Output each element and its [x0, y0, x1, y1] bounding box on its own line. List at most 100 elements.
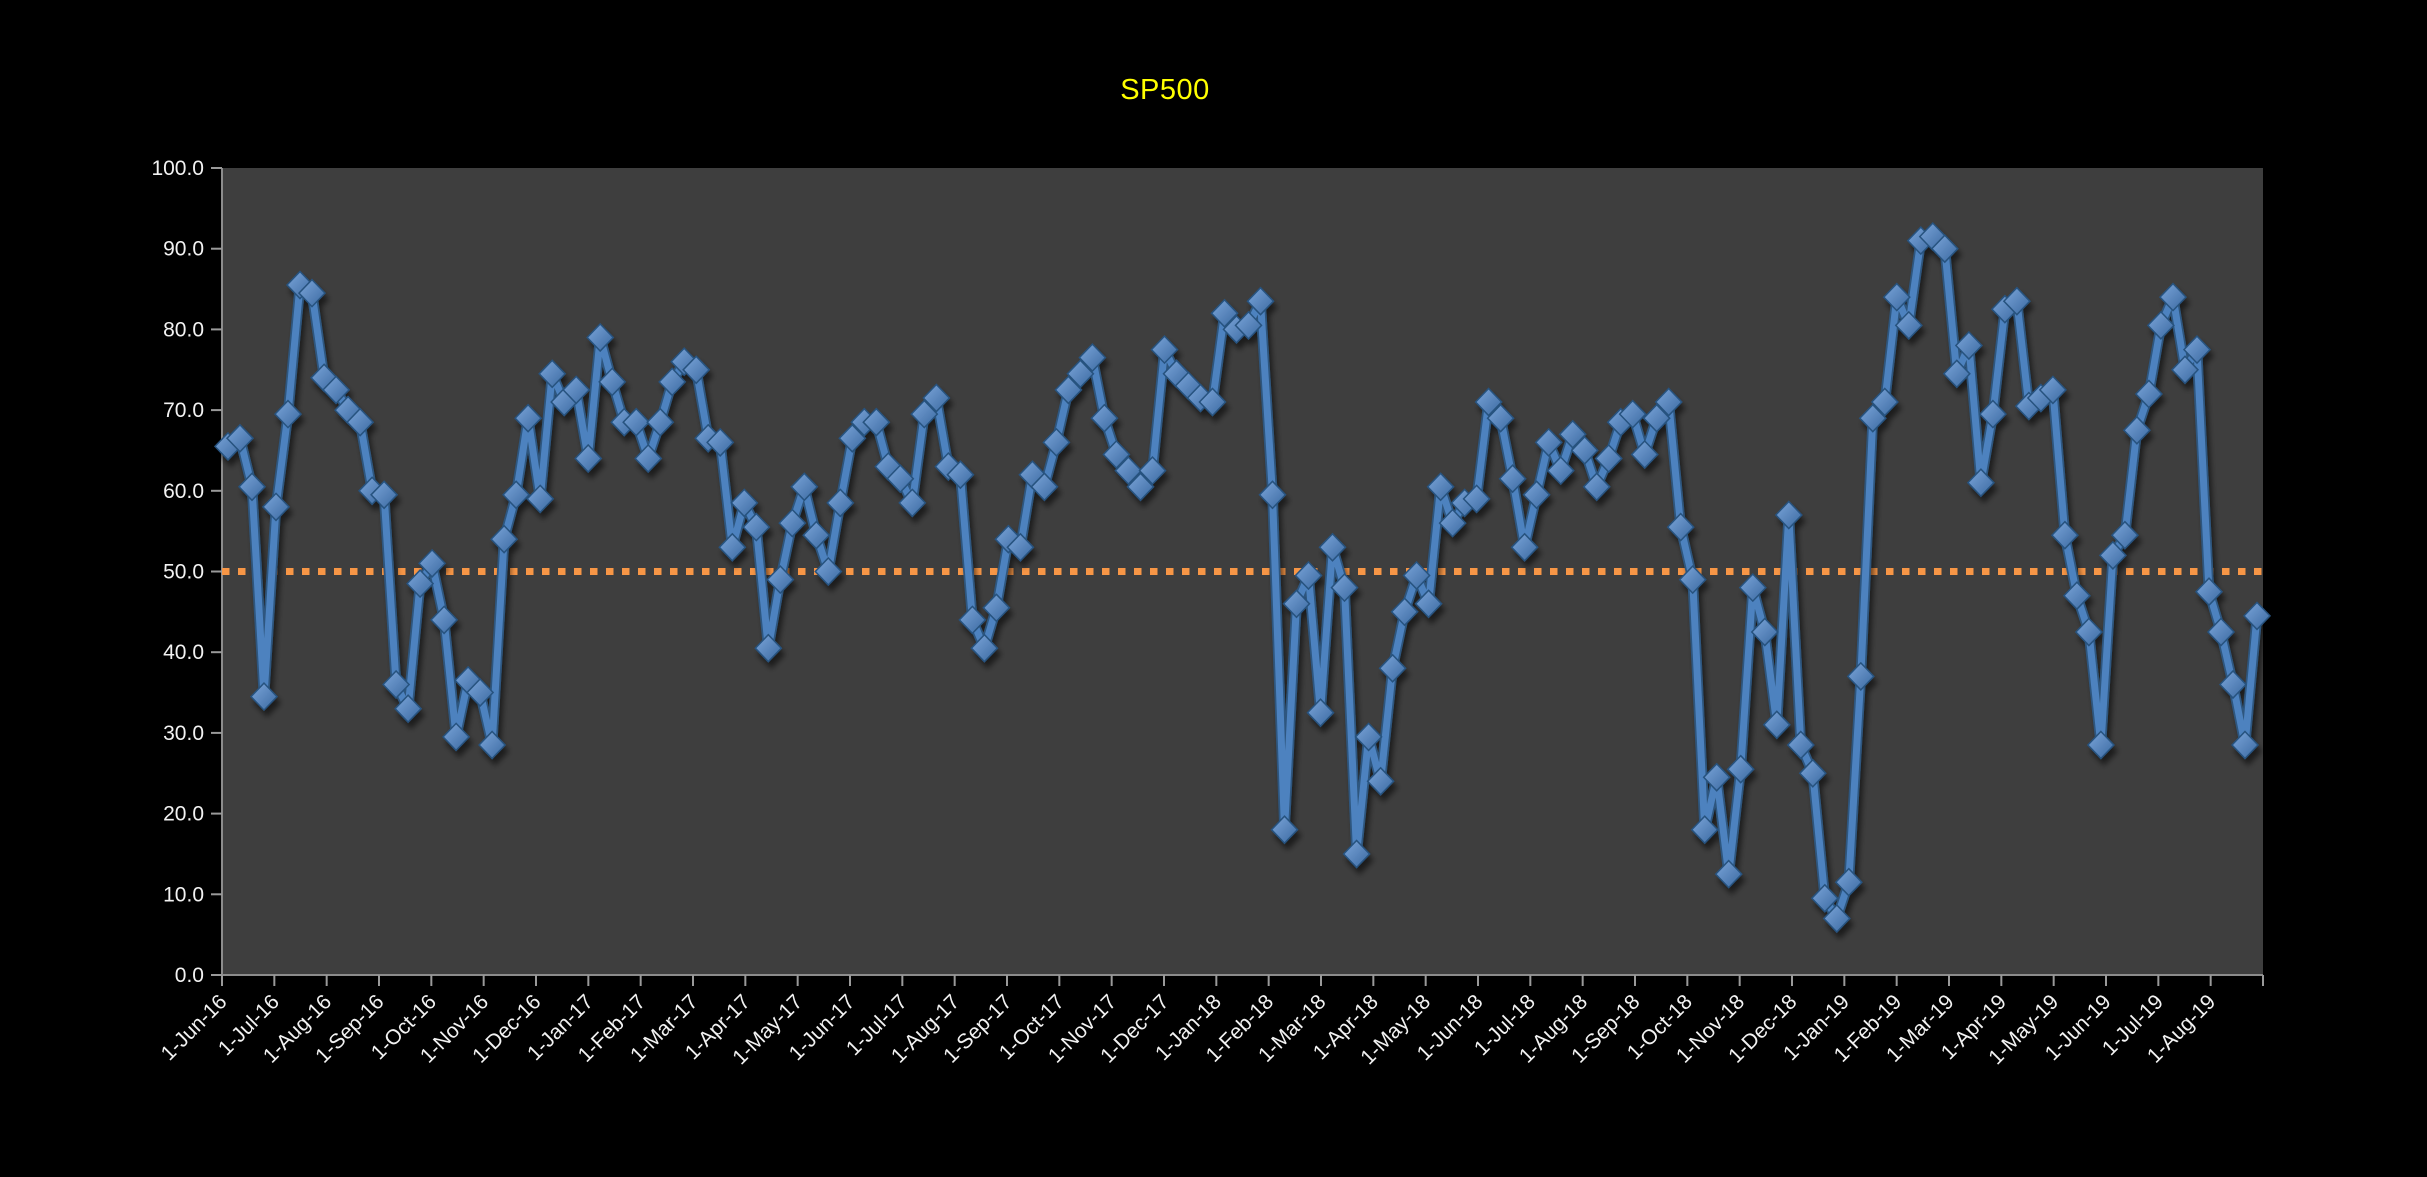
data-point-marker — [826, 488, 855, 518]
data-point-marker — [1762, 710, 1791, 740]
data-point-marker — [1330, 573, 1359, 603]
data-point-marker — [2230, 730, 2260, 760]
data-point-marker — [622, 407, 651, 437]
series-sp500 — [213, 222, 2272, 934]
data-point-marker — [2086, 730, 2115, 760]
data-point-marker — [1342, 839, 1371, 869]
data-point-marker — [2002, 286, 2031, 316]
data-point-marker — [1774, 500, 1803, 530]
data-point-marker — [814, 556, 843, 587]
data-point-marker — [1858, 403, 1887, 433]
data-point-marker — [502, 480, 531, 510]
data-point-marker — [1426, 472, 1455, 502]
data-point-marker — [478, 730, 507, 760]
data-point-marker — [2206, 617, 2236, 647]
data-point-marker — [970, 633, 999, 663]
data-point-marker — [706, 427, 735, 457]
y-axis-label: 40.0 — [163, 641, 204, 664]
data-point-marker — [1294, 560, 1323, 591]
y-axis-label: 80.0 — [163, 318, 204, 341]
data-point-marker — [1126, 472, 1155, 502]
data-point-marker — [430, 605, 459, 635]
data-point-marker — [1570, 435, 1599, 465]
data-point-marker — [1234, 310, 1263, 340]
data-point-marker — [1102, 439, 1131, 470]
data-point-marker — [442, 722, 471, 752]
data-point-marker — [1486, 403, 1515, 433]
y-axis-label: 90.0 — [163, 238, 204, 261]
data-point-marker — [1630, 439, 1659, 470]
data-point-marker — [273, 399, 303, 429]
data-point-marker — [1390, 597, 1419, 627]
data-point-marker — [1378, 653, 1407, 683]
data-point-marker — [418, 548, 447, 578]
data-point-marker — [1498, 464, 1527, 494]
data-point-marker — [526, 484, 555, 514]
data-point-marker — [958, 605, 987, 635]
data-point-marker — [2242, 601, 2272, 631]
data-point-marker — [2194, 577, 2224, 607]
y-axis-label: 60.0 — [163, 480, 204, 503]
data-point-marker — [766, 565, 795, 595]
data-point-marker — [802, 520, 831, 550]
data-point-marker — [1138, 456, 1167, 486]
data-point-marker — [1978, 399, 2007, 429]
data-point-marker — [1150, 335, 1179, 365]
data-point-marker — [1642, 403, 1671, 433]
data-point-marker — [598, 367, 627, 397]
data-point-marker — [382, 669, 411, 700]
data-point-marker — [2122, 415, 2151, 445]
data-point-marker — [1930, 234, 1959, 264]
data-point-marker — [634, 443, 663, 474]
data-point-marker — [225, 423, 255, 453]
data-point-marker — [838, 423, 867, 453]
data-point-marker — [982, 593, 1011, 623]
data-point-marker — [562, 375, 591, 405]
data-point-marker — [249, 682, 279, 712]
data-point-marker — [394, 694, 423, 724]
data-point-marker — [322, 375, 351, 405]
data-point-marker — [1414, 589, 1443, 619]
data-point-marker — [862, 407, 891, 437]
data-point-marker — [1594, 443, 1623, 474]
data-point-marker — [1078, 343, 1107, 373]
data-point-marker — [1582, 472, 1611, 502]
data-point-marker — [886, 464, 915, 494]
data-point-marker — [2074, 617, 2103, 647]
data-point-marker — [1030, 472, 1059, 502]
data-point-marker — [1618, 399, 1647, 429]
data-point-marker — [1306, 698, 1335, 728]
data-point-marker — [1090, 403, 1119, 433]
chart-title: SP500 — [1120, 74, 1210, 106]
data-point-marker — [1954, 330, 1983, 361]
data-point-marker — [1678, 565, 1707, 595]
data-point-marker — [1726, 754, 1755, 784]
data-point-marker — [1522, 480, 1551, 510]
data-point-marker — [658, 367, 687, 397]
data-point-marker — [1942, 359, 1971, 389]
data-point-marker — [1702, 762, 1731, 792]
data-point-marker — [1510, 532, 1539, 562]
data-point-marker — [1738, 573, 1767, 603]
data-point-marker — [1054, 375, 1083, 405]
data-point-marker — [790, 472, 819, 502]
data-point-marker — [1894, 310, 1923, 340]
data-point-marker — [1354, 722, 1383, 752]
data-point-marker — [682, 355, 711, 385]
data-point-marker — [1042, 427, 1071, 457]
data-point-marker — [1798, 758, 1827, 788]
data-point-marker — [2158, 282, 2188, 312]
data-point-marker — [2098, 540, 2127, 570]
data-point-marker — [490, 524, 519, 554]
data-point-marker — [1258, 480, 1287, 510]
data-point-marker — [742, 512, 771, 542]
data-point-marker — [261, 492, 291, 522]
data-point-marker — [1846, 661, 1875, 691]
data-point-marker — [2110, 520, 2139, 550]
data-point-marker — [1834, 867, 1863, 897]
data-point-marker — [406, 569, 435, 599]
data-point-marker — [718, 532, 747, 562]
data-point-marker — [898, 488, 927, 518]
data-point-marker — [2170, 355, 2200, 385]
